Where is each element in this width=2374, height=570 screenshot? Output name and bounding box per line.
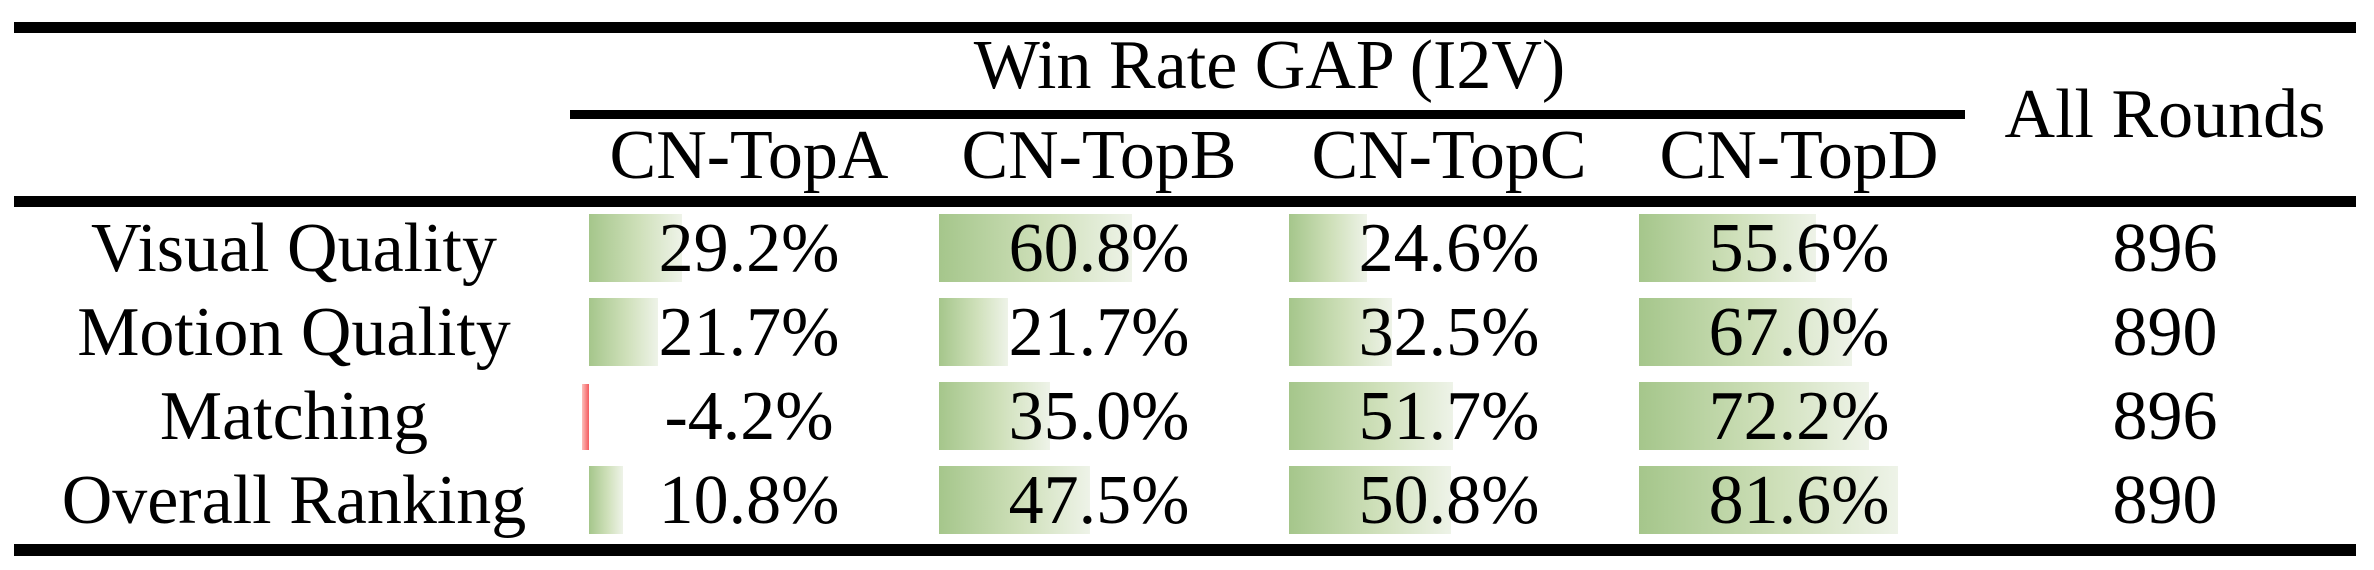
winrate-value: 29.2% <box>658 210 840 287</box>
winrate-cell: 21.7% <box>924 291 1274 375</box>
winrate-cell: 24.6% <box>1274 207 1624 291</box>
winrate-value: 21.7% <box>1008 294 1190 371</box>
data-bar <box>589 466 623 534</box>
data-bar <box>1289 382 1453 450</box>
data-bar <box>939 466 1090 534</box>
winrate-value: 10.8% <box>658 462 840 539</box>
table-row-overall-ranking: Overall Ranking 10.8% 47.5% 50.8% 81.6% … <box>0 459 2374 543</box>
group-header-win-rate-gap: Win Rate GAP (I2V) <box>973 27 1566 104</box>
data-bar <box>1639 382 1869 450</box>
all-rounds-value: 896 <box>2112 378 2218 455</box>
table-top-rule <box>14 22 2356 33</box>
data-bar <box>1289 298 1392 366</box>
table-bottom-rule <box>14 544 2356 556</box>
winrate-value: 47.5% <box>1008 462 1190 539</box>
row-label: Motion Quality <box>77 294 511 371</box>
winrate-cell: 51.7% <box>1274 375 1624 459</box>
winrate-value: 35.0% <box>1008 378 1190 455</box>
column-header-cn-topc: CN-TopC <box>1311 117 1587 194</box>
data-bar <box>939 382 1050 450</box>
winrate-cell: 55.6% <box>1624 207 1974 291</box>
data-bar <box>1639 466 1898 534</box>
winrate-cell: 29.2% <box>574 207 924 291</box>
column-header-cn-topb: CN-TopB <box>961 117 1237 194</box>
group-header-underline-rule <box>570 110 1965 119</box>
table-row-motion-quality: Motion Quality 21.7% 21.7% 32.5% 67.0% 8… <box>0 291 2374 375</box>
column-header-cn-topa: CN-TopA <box>609 117 889 194</box>
winrate-value: 50.8% <box>1358 462 1540 539</box>
data-bar <box>589 298 658 366</box>
winrate-value: 51.7% <box>1358 378 1540 455</box>
row-label: Matching <box>159 378 429 455</box>
winrate-value: 55.6% <box>1708 210 1890 287</box>
winrate-value: 72.2% <box>1708 378 1890 455</box>
winrate-value: 32.5% <box>1358 294 1540 371</box>
winrate-value: 67.0% <box>1708 294 1890 371</box>
winrate-cell: 10.8% <box>574 459 924 543</box>
winrate-cell: 60.8% <box>924 207 1274 291</box>
column-header-all-rounds: All Rounds <box>2004 75 2326 153</box>
table-header-rule <box>14 196 2356 207</box>
winrate-cell: -4.2% <box>574 375 924 459</box>
winrate-cell: 72.2% <box>1624 375 1974 459</box>
column-header-cn-topd: CN-TopD <box>1659 117 1939 194</box>
data-bar-negative <box>582 384 589 450</box>
winrate-value: 60.8% <box>1008 210 1190 287</box>
winrate-cell: 35.0% <box>924 375 1274 459</box>
winrate-value: 21.7% <box>658 294 840 371</box>
winrate-value: 24.6% <box>1358 210 1540 287</box>
all-rounds-value: 896 <box>2112 210 2218 287</box>
table-row-visual-quality: Visual Quality 29.2% 60.8% 24.6% 55.6% 8… <box>0 207 2374 291</box>
table-row-matching: Matching -4.2% 35.0% 51.7% 72.2% 896 <box>0 375 2374 459</box>
data-bar <box>1639 214 1816 282</box>
winrate-cell: 32.5% <box>1274 291 1624 375</box>
winrate-cell: 81.6% <box>1624 459 1974 543</box>
data-bar <box>1639 298 1852 366</box>
winrate-cell: 67.0% <box>1624 291 1974 375</box>
winrate-cell: 47.5% <box>924 459 1274 543</box>
all-rounds-value: 890 <box>2112 462 2218 539</box>
data-bar <box>939 214 1132 282</box>
row-label: Visual Quality <box>90 210 498 287</box>
data-bar <box>1289 466 1451 534</box>
winrate-value: 81.6% <box>1708 462 1890 539</box>
data-bar <box>1289 214 1367 282</box>
winrate-cell: 21.7% <box>574 291 924 375</box>
all-rounds-value: 890 <box>2112 294 2218 371</box>
data-bar <box>939 298 1008 366</box>
winrate-value: -4.2% <box>664 378 834 455</box>
data-bar <box>589 214 682 282</box>
row-label: Overall Ranking <box>61 462 527 539</box>
winrate-cell: 50.8% <box>1274 459 1624 543</box>
